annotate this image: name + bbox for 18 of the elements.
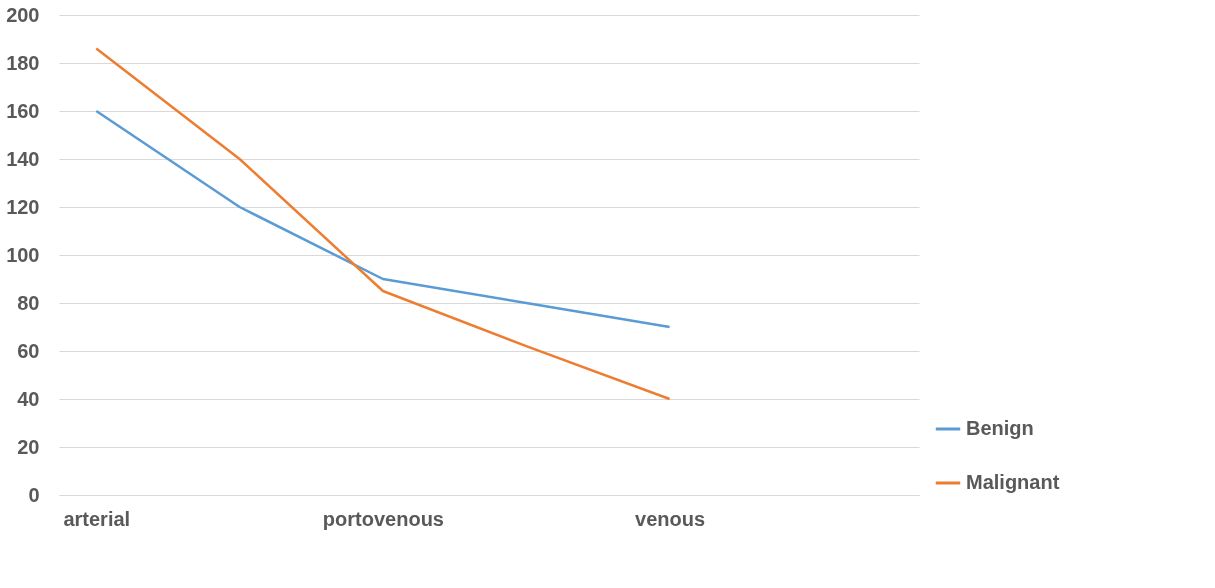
y-tick-label: 140: [6, 147, 40, 170]
x-tick-label: venous: [635, 507, 706, 530]
y-tick-label: 60: [17, 339, 40, 362]
y-tick-label: 0: [28, 483, 40, 506]
y-tick-label: 200: [6, 3, 40, 26]
legend-label: Benign: [966, 417, 1034, 439]
x-tick-label: portovenous: [322, 507, 444, 530]
x-tick-label: arterial: [63, 507, 131, 530]
y-tick-label: 80: [17, 291, 40, 314]
y-tick-label: 20: [17, 435, 40, 458]
y-tick-label: 180: [6, 51, 40, 74]
line-series: [95, 47, 671, 401]
y-tick-label: 100: [6, 243, 40, 266]
line-series: [95, 109, 671, 329]
y-tick-label: 160: [6, 99, 40, 122]
legend-label: Malignant: [966, 471, 1060, 493]
y-tick-label: 120: [6, 195, 40, 218]
y-tick-label: 40: [17, 387, 40, 410]
